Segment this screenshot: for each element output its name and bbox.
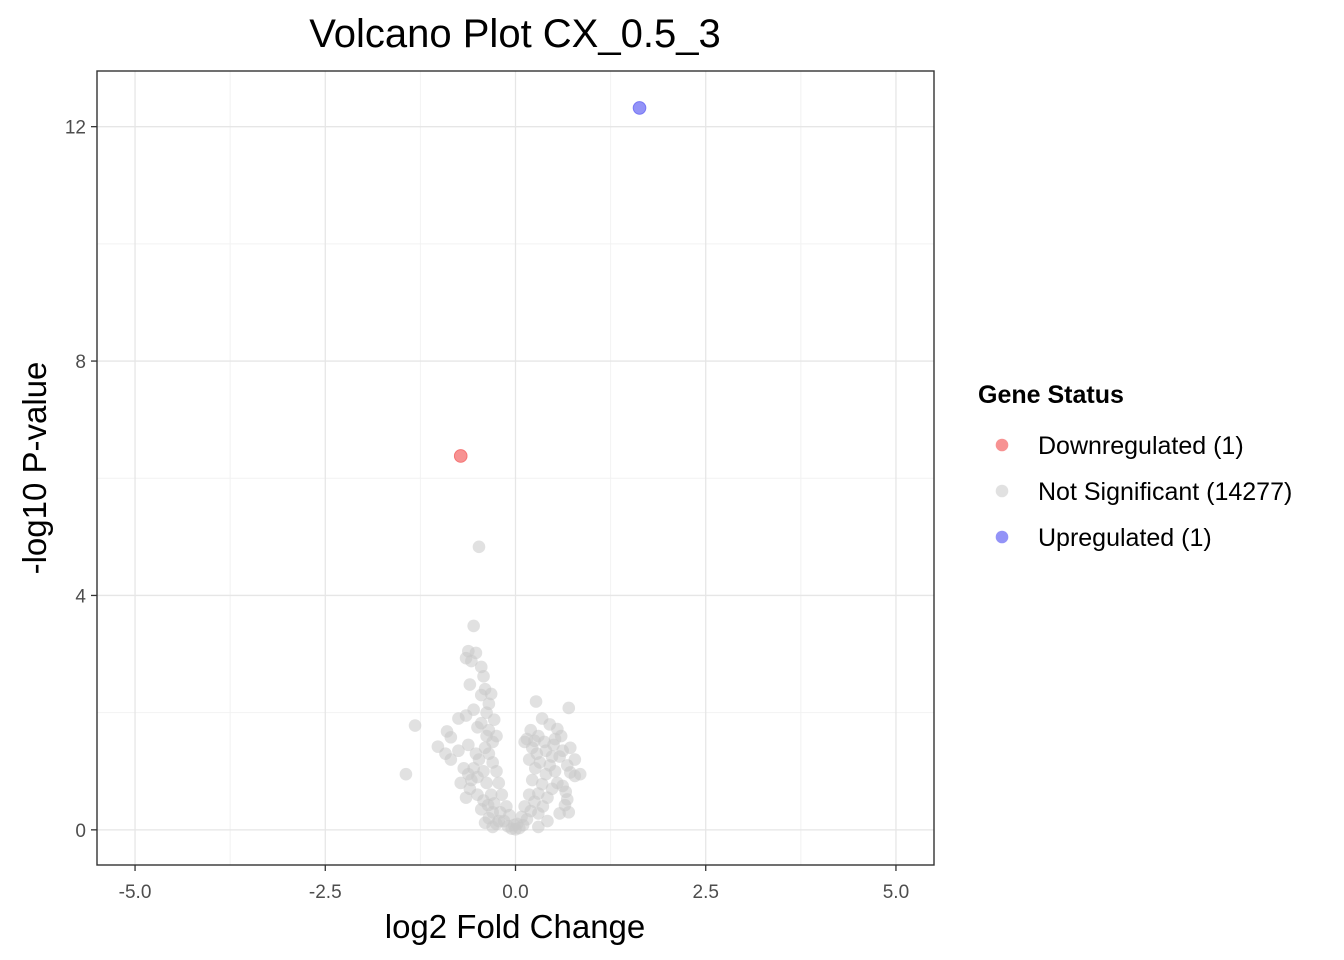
legend-title: Gene Status (978, 381, 1124, 409)
series-1 (399, 540, 587, 836)
grid-lines (97, 71, 934, 865)
data-point (444, 730, 458, 744)
data-point (399, 767, 413, 781)
data-point (459, 791, 473, 804)
data-point (480, 776, 493, 790)
data-point (487, 713, 501, 726)
data-point (548, 732, 562, 746)
data-point (507, 818, 521, 832)
data-point (490, 764, 503, 778)
data-point (467, 619, 480, 633)
y-tick-label: 8 (75, 352, 86, 373)
data-point (452, 712, 465, 725)
data-point (525, 773, 539, 787)
series-2 (632, 101, 647, 115)
data-point (480, 729, 493, 743)
series-0 (453, 449, 468, 463)
data-point (474, 688, 488, 702)
data-point (532, 807, 545, 820)
data-point (539, 744, 553, 758)
y-tick-label: 0 (75, 821, 86, 842)
y-tick-label: 4 (75, 586, 86, 607)
data-point (528, 734, 541, 748)
data-point (454, 776, 468, 790)
data-point (535, 777, 549, 791)
data-point (462, 738, 475, 752)
data-point (452, 744, 465, 758)
data-point (563, 741, 577, 755)
data-point (522, 788, 536, 801)
x-axis-title: log2 Fold Change (385, 908, 646, 945)
data-point (478, 816, 492, 830)
data-point (490, 729, 503, 743)
data-point (477, 670, 490, 683)
data-point (518, 800, 531, 813)
data-point (522, 753, 536, 766)
data-point (472, 540, 486, 554)
legend-label: Upregulated (1) (1038, 524, 1212, 552)
x-tick-label: -5.0 (119, 882, 152, 903)
data-point (471, 720, 484, 734)
legend-label: Downregulated (1) (1038, 432, 1244, 460)
data-point (444, 753, 458, 766)
data-points (399, 101, 647, 836)
data-point (408, 719, 422, 732)
data-point (548, 764, 562, 778)
data-point (541, 814, 554, 828)
data-point (563, 766, 577, 779)
data-point (471, 770, 484, 784)
x-tick-label: -2.5 (309, 882, 342, 903)
data-point (632, 101, 647, 115)
axes: -5.0 -2.5 0.0 2.5 5.0 0 4 8 12 (65, 118, 909, 903)
data-point (465, 654, 478, 668)
x-tick-label: 2.5 (693, 882, 719, 903)
data-point (528, 762, 542, 775)
chart-title: Volcano Plot CX_0.5_3 (309, 12, 720, 56)
data-point (559, 785, 573, 799)
legend-key (995, 438, 1009, 452)
legend-label: Not Significant (14277) (1038, 478, 1292, 506)
data-point (484, 687, 498, 701)
data-point (562, 701, 576, 715)
data-point (495, 788, 509, 801)
legend-key (995, 484, 1009, 498)
data-point (469, 747, 483, 760)
data-point (503, 808, 516, 822)
y-axis-title: -log10 P-value (16, 362, 53, 575)
legend-key (995, 530, 1009, 544)
data-point (529, 695, 543, 708)
data-point (492, 776, 506, 790)
legend: Gene Status Downregulated (1) Not Signifi… (978, 381, 1292, 552)
data-point (453, 449, 468, 463)
data-point (486, 805, 499, 819)
data-point (463, 678, 477, 691)
data-point (532, 820, 545, 834)
y-tick-label: 12 (65, 118, 86, 139)
data-point (562, 805, 576, 819)
x-tick-label: 0.0 (502, 882, 528, 903)
x-tick-label: 5.0 (883, 882, 909, 903)
